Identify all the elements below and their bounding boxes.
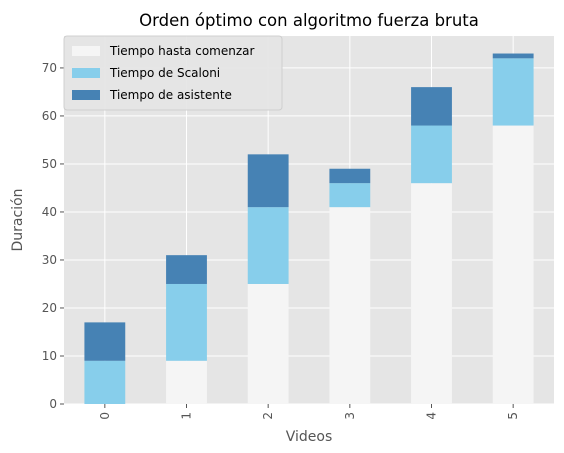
bar-segment-s1-c4 <box>411 125 452 184</box>
bar-segment-s2-c1 <box>166 255 207 284</box>
bar-segment-s1-c3 <box>329 183 371 208</box>
bar-segment-s0-c1 <box>166 360 207 404</box>
x-tick-label: 0 <box>98 412 112 420</box>
bar-segment-s2-c3 <box>329 168 371 184</box>
bars <box>84 53 534 405</box>
x-tick-label: 2 <box>261 412 275 420</box>
bar-segment-s0-c3 <box>329 207 371 404</box>
bar-segment-s2-c4 <box>411 87 452 126</box>
bar-segment-s1-c1 <box>166 283 207 361</box>
bar-segment-s2-c2 <box>247 154 289 208</box>
y-tick-label: 0 <box>49 397 57 411</box>
bar-segment-s2-c5 <box>492 53 534 59</box>
bar-segment-s2-c0 <box>84 322 126 361</box>
bar-segment-s0-c5 <box>492 125 534 405</box>
legend-label: Tiempo hasta comenzar <box>109 44 254 58</box>
x-axis-ticks: 0 1 2 3 4 5 <box>98 404 520 420</box>
x-tick-label: 5 <box>506 412 520 420</box>
x-tick-label: 4 <box>425 412 439 420</box>
y-tick-label: 40 <box>42 205 57 219</box>
legend-frame <box>63 35 283 111</box>
bar-segment-s1-c2 <box>247 207 289 284</box>
bar-segment-s1-c5 <box>492 58 534 126</box>
bar-segment-s0-c2 <box>247 283 289 404</box>
legend-swatch <box>72 68 100 78</box>
legend-swatch <box>72 90 100 100</box>
y-axis-ticks: 0 10 20 30 40 50 60 70 <box>42 61 64 411</box>
y-tick-label: 10 <box>42 349 57 363</box>
y-tick-label: 70 <box>42 61 57 75</box>
y-tick-label: 60 <box>42 109 57 123</box>
y-tick-label: 20 <box>42 301 57 315</box>
x-tick-label: 3 <box>343 412 357 420</box>
y-tick-label: 50 <box>42 157 57 171</box>
legend-label: Tiempo de asistente <box>109 88 232 102</box>
legend: Tiempo hasta comenzar Tiempo de Scaloni Ti… <box>63 35 283 111</box>
bar-segment-s1-c0 <box>84 360 126 404</box>
x-tick-label: 1 <box>180 412 194 420</box>
bar-segment-s0-c4 <box>411 183 452 404</box>
x-axis-label: Videos <box>286 429 333 445</box>
y-tick-label: 30 <box>42 253 57 267</box>
legend-swatch <box>72 46 100 56</box>
y-axis-label: Duración <box>10 188 26 251</box>
chart-title: Orden óptimo con algoritmo fuerza bruta <box>139 11 479 30</box>
legend-label: Tiempo de Scaloni <box>109 66 220 80</box>
